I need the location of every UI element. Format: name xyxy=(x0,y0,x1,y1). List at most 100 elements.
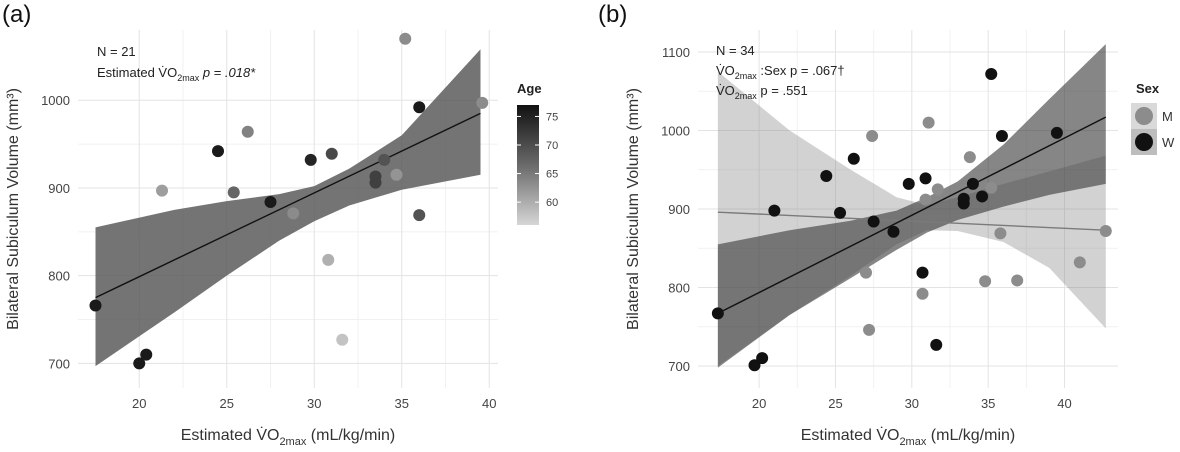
x-tick-label: 40 xyxy=(482,396,496,411)
sex-legend-key-w xyxy=(1135,133,1153,151)
fit-line xyxy=(95,112,481,299)
data-point xyxy=(156,184,168,197)
data-point xyxy=(336,333,349,346)
x-tick-label: 35 xyxy=(981,396,995,411)
data-point xyxy=(89,299,102,312)
age-tick-label: 70 xyxy=(546,140,558,152)
data-point-w xyxy=(768,204,781,217)
y-tick-label: 800 xyxy=(48,269,70,284)
data-point-m xyxy=(985,181,998,194)
confidence-band-w xyxy=(717,44,1106,368)
data-point xyxy=(390,168,403,181)
data-point-w xyxy=(902,177,915,190)
y-tick-label: 1100 xyxy=(662,45,690,60)
data-point xyxy=(378,153,391,166)
y-tick-label: 700 xyxy=(48,356,70,371)
panel-a-label: (a) xyxy=(2,1,31,28)
data-point xyxy=(369,170,382,183)
data-point-w xyxy=(930,338,943,351)
panel-a-axes: 20 25 30 35 40 700 800 900 1000 Estimated V̇O2max… xyxy=(5,88,496,448)
data-point-w xyxy=(847,152,860,165)
panel-b-fit-lines xyxy=(717,116,1107,315)
sex-legend: Sex M W xyxy=(1131,81,1175,155)
panel-b-annotation-n: N = 34 xyxy=(716,43,755,58)
y-tick-label: 900 xyxy=(668,202,690,217)
data-point xyxy=(322,253,335,266)
panel-a-annotation-n: N = 21 xyxy=(97,44,136,59)
data-point xyxy=(212,145,224,158)
data-point xyxy=(264,195,277,208)
y-tick-label: 700 xyxy=(668,359,690,374)
panel-a: (a) 20 25 30 35 40 700 800 900 1000 Estimated V̇O… xyxy=(2,1,558,448)
panel-a-fit-line xyxy=(95,112,481,299)
data-point-w xyxy=(1050,126,1063,139)
data-point-w xyxy=(966,177,979,190)
y-tick-label: 800 xyxy=(668,281,690,296)
panel-b-confidence-bands xyxy=(717,44,1106,368)
x-tick-label: 25 xyxy=(220,396,234,411)
x-tick-label: 30 xyxy=(307,396,321,411)
x-tick-label: 20 xyxy=(132,396,146,411)
data-point-m xyxy=(994,227,1007,240)
data-point-w xyxy=(887,225,900,238)
data-point xyxy=(413,209,426,222)
fit-line-w xyxy=(717,116,1107,315)
data-point-w xyxy=(976,190,989,203)
data-point-m xyxy=(1073,256,1086,269)
data-point-w xyxy=(867,215,880,228)
sex-legend-label-w: W xyxy=(1162,135,1175,150)
age-tick-label: 65 xyxy=(546,169,558,181)
data-point-w xyxy=(919,172,932,185)
age-colorbar xyxy=(517,105,539,225)
x-tick-label: 35 xyxy=(395,396,409,411)
data-point-w xyxy=(748,359,761,372)
data-point xyxy=(140,348,153,361)
data-point-w xyxy=(820,170,833,183)
y-axis-label: Bilateral Subiculum Volume (mm³) xyxy=(625,88,642,330)
data-point-w xyxy=(711,307,724,320)
age-legend-ticks: 75 70 65 60 xyxy=(517,111,558,209)
data-point-w xyxy=(916,266,929,279)
age-tick-label: 60 xyxy=(546,197,558,209)
data-point-m xyxy=(922,116,935,129)
sex-legend-key-m xyxy=(1135,107,1153,125)
x-tick-label: 30 xyxy=(905,396,919,411)
data-point-m xyxy=(863,323,876,336)
data-point-m xyxy=(963,151,976,164)
panel-b-axes: 20 25 30 35 40 700 800 900 1000 1100 Estimated V̇O… xyxy=(625,45,1072,448)
x-tick-label: 20 xyxy=(752,396,766,411)
data-point-m xyxy=(866,129,879,142)
data-point-w xyxy=(834,206,847,219)
confidence-band xyxy=(95,49,481,367)
fit-line-m xyxy=(717,211,1106,231)
data-point-m xyxy=(860,266,872,279)
panel-b-annotation-main-effect: V̇O2max p = .551 xyxy=(716,83,808,101)
age-legend: Age 75 70 65 60 xyxy=(517,81,558,225)
data-point-m xyxy=(979,275,992,288)
panel-a-points xyxy=(89,32,489,370)
data-point xyxy=(227,186,240,199)
data-point-w xyxy=(756,352,769,365)
data-point xyxy=(476,96,489,109)
age-tick-label: 75 xyxy=(546,111,558,123)
y-tick-label: 1000 xyxy=(41,93,70,108)
x-tick-label: 25 xyxy=(828,396,842,411)
sex-legend-label-m: M xyxy=(1162,109,1173,124)
data-point xyxy=(413,101,426,114)
x-axis-label: Estimated V̇O2max (mL/kg/min) xyxy=(181,426,396,448)
sex-legend-title: Sex xyxy=(1136,81,1160,96)
panel-a-annotation-p: Estimated V̇O2max p = .018* xyxy=(97,65,256,83)
data-point-w xyxy=(957,192,970,205)
x-tick-label: 40 xyxy=(1057,396,1071,411)
data-point xyxy=(304,153,317,166)
data-point-w xyxy=(995,129,1008,142)
data-point xyxy=(325,147,338,160)
panel-b-label: (b) xyxy=(598,1,627,28)
panel-b: (b) 20 25 30 35 40 700 800 900 1000 1100 Estimated… xyxy=(598,1,1175,448)
data-point xyxy=(241,125,254,138)
y-tick-label: 1000 xyxy=(661,123,690,138)
data-point-m xyxy=(1099,224,1112,237)
panel-a-confidence-band xyxy=(95,49,481,367)
panel-b-points xyxy=(711,67,1112,372)
data-point xyxy=(399,32,412,45)
